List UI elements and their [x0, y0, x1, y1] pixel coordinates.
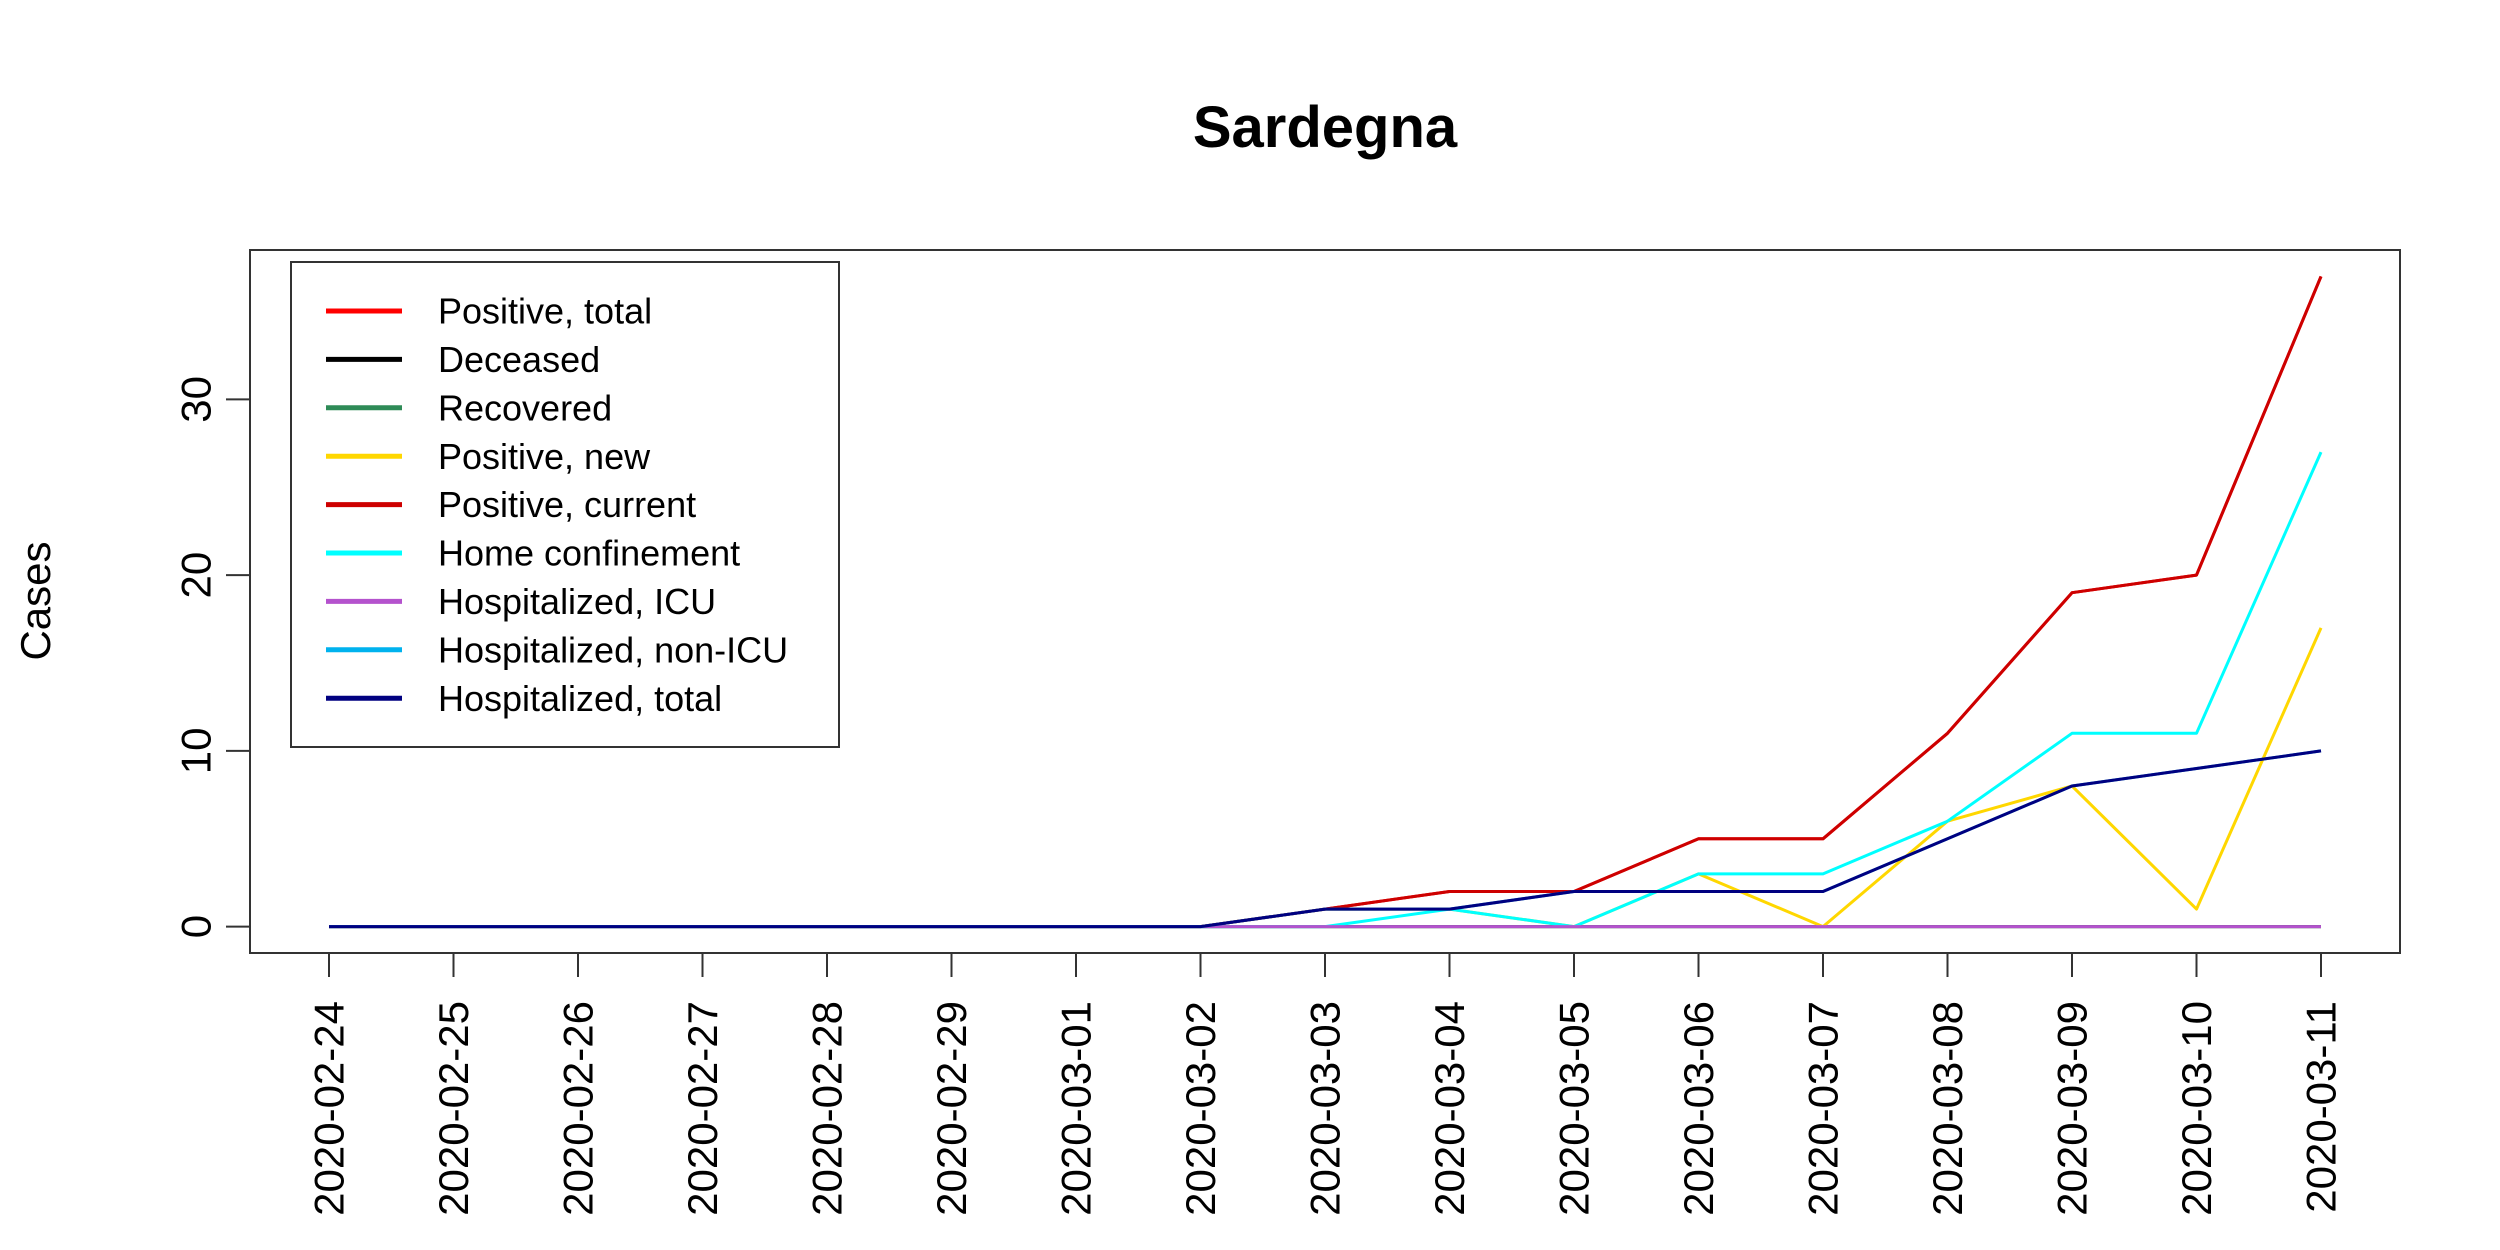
x-axis: 2020-02-24 2020-02-25 2020-02-26 2020-02-27…: [306, 952, 2345, 1216]
legend-label: Recovered: [438, 387, 612, 428]
legend-label: Positive, total: [438, 291, 652, 332]
x-tick-label: 2020-02-29: [928, 1001, 975, 1216]
x-tick-label: 2020-03-09: [2049, 1001, 2096, 1216]
x-tick-label: 2020-02-26: [555, 1001, 602, 1216]
x-tick-label: 2020-03-04: [1426, 1001, 1473, 1216]
y-tick-label: 0: [173, 915, 220, 938]
series-line-7: [329, 749, 2322, 929]
x-tick-label: 2020-03-10: [2173, 1001, 2220, 1216]
y-axis-label: Cases: [12, 541, 59, 660]
x-tick-label: 2020-03-05: [1551, 1001, 1598, 1216]
chart-title: Sardegna: [1193, 95, 1458, 160]
x-tick-label: 2020-03-03: [1302, 1001, 1349, 1216]
legend-label: Hospitalized, total: [438, 678, 722, 719]
x-tick-label: 2020-03-07: [1800, 1001, 1847, 1216]
x-tick-label: 2020-02-28: [804, 1001, 851, 1216]
x-tick-label: 2020-02-24: [306, 1001, 353, 1216]
x-tick-label: 2020-03-08: [1924, 1001, 1971, 1216]
legend-label: Hospitalized, ICU: [438, 581, 716, 622]
legend-label: Hospitalized, non-ICU: [438, 629, 788, 670]
x-tick-label: 2020-03-06: [1675, 1001, 1722, 1216]
legend: Positive, total Deceased Recovered Positive…: [290, 261, 840, 748]
x-tick-label: 2020-02-25: [430, 1001, 477, 1216]
y-tick-label: 20: [173, 552, 220, 599]
legend-label: Positive, current: [438, 484, 696, 525]
series-layer: [329, 275, 2323, 929]
x-tick-label: 2020-03-01: [1053, 1001, 1100, 1216]
y-axis: 0 10 20 30: [173, 376, 251, 938]
series-line-8: [329, 749, 2322, 929]
legend-label: Deceased: [438, 339, 600, 380]
y-tick-label: 30: [173, 376, 220, 423]
legend-label: Positive, new: [438, 436, 651, 477]
y-tick-label: 10: [173, 728, 220, 775]
x-tick-label: 2020-02-27: [679, 1001, 726, 1216]
x-tick-label: 2020-03-11: [2298, 1001, 2345, 1213]
x-tick-label: 2020-03-02: [1177, 1001, 1224, 1216]
legend-label: Home confinement: [438, 533, 740, 574]
